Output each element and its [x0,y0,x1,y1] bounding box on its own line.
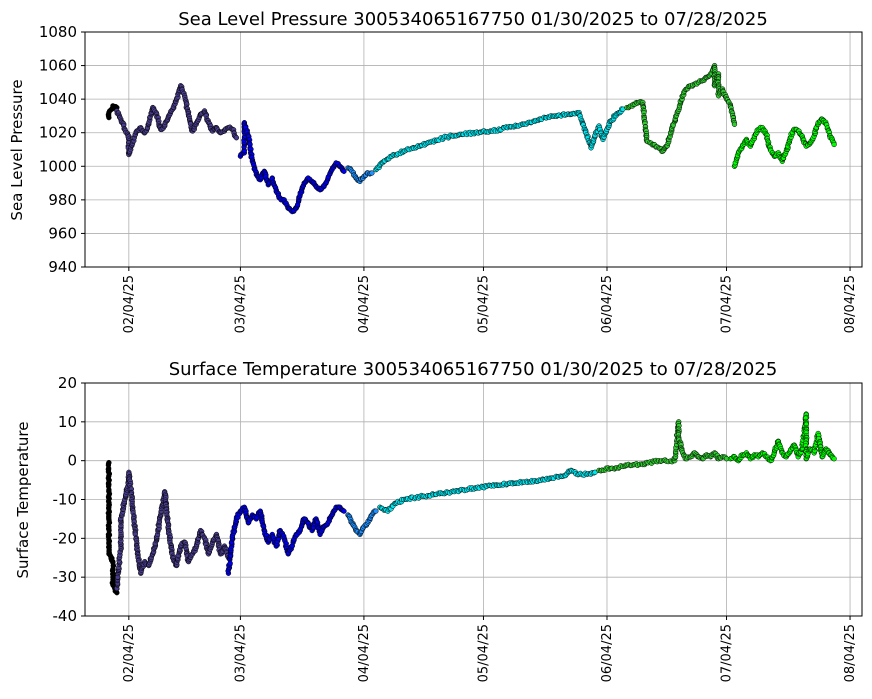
x-tick-label: 04/04/25 [357,275,372,333]
x-tick-label: 08/04/25 [843,624,858,682]
x-tick-label: 04/04/25 [357,624,372,682]
y-ticks: -40 -30 -20 -10 0 10 20 [53,374,85,625]
x-tick-label: 06/04/25 [600,624,615,682]
series [373,106,626,173]
data-points [105,411,837,596]
y-tick-label: 1080 [39,23,77,41]
series [225,504,347,576]
y-tick-label: 20 [58,374,77,392]
x-tick-label: 07/04/25 [720,275,735,333]
x-tick-label: 08/04/25 [843,275,858,333]
plot-frame [84,31,863,268]
x-ticks: 02/04/25 03/04/25 04/04/25 05/04/25 06/04/25… [122,267,858,333]
y-tick-label: 1020 [39,124,77,142]
x-tick-label: 03/04/25 [233,624,248,682]
series [624,62,738,154]
y-tick-label: 960 [48,224,77,242]
data-point [369,170,375,176]
x-ticks: 02/04/25 03/04/25 04/04/25 05/04/25 06/04/25… [122,616,858,682]
sea-level-pressure-chart: Sea Level Pressure 300534065167750 01/30… [8,9,863,333]
y-tick-label: 940 [48,258,77,276]
y-axis-label: Sea Level Pressure [8,79,26,220]
series [345,165,375,185]
series [114,469,232,592]
data-point [341,168,347,174]
series [105,459,120,596]
y-tick-label: 10 [58,413,77,431]
series [237,119,347,215]
data-point [731,121,738,127]
surface-temperature-chart: Surface Temperature 300534065167750 01/3… [14,359,863,682]
y-tick-label: -30 [53,568,78,586]
data-point [831,456,837,462]
y-ticks: 940 960 980 1000 1020 1040 1060 1080 [39,23,85,276]
data-point [341,508,347,514]
y-tick-label: -40 [53,607,78,625]
series [731,116,837,169]
data-point [831,141,837,148]
y-axis-label: Surface Temperature [14,422,32,579]
x-tick-label: 05/04/25 [476,624,491,682]
data-points [105,62,837,215]
data-point [373,508,379,514]
y-tick-label: 0 [67,452,77,470]
series [345,508,379,538]
series [114,83,240,158]
y-tick-label: 980 [48,191,77,209]
series [596,419,730,474]
x-tick-label: 05/04/25 [476,275,491,333]
series [727,411,837,464]
x-tick-label: 06/04/25 [600,275,615,333]
data-point [233,135,240,141]
x-tick-label: 07/04/25 [720,624,735,682]
y-tick-label: -10 [53,491,78,509]
y-tick-label: -20 [53,529,78,547]
x-tick-label: 02/04/25 [122,275,137,333]
x-tick-label: 02/04/25 [122,624,137,682]
chart-title: Sea Level Pressure 300534065167750 01/30… [178,9,768,30]
y-tick-label: 1000 [39,157,77,175]
y-tick-label: 1040 [39,90,77,108]
x-tick-label: 03/04/25 [233,275,248,333]
y-tick-label: 1060 [39,57,77,75]
series [377,467,598,514]
chart-title: Surface Temperature 300534065167750 01/3… [169,359,778,380]
